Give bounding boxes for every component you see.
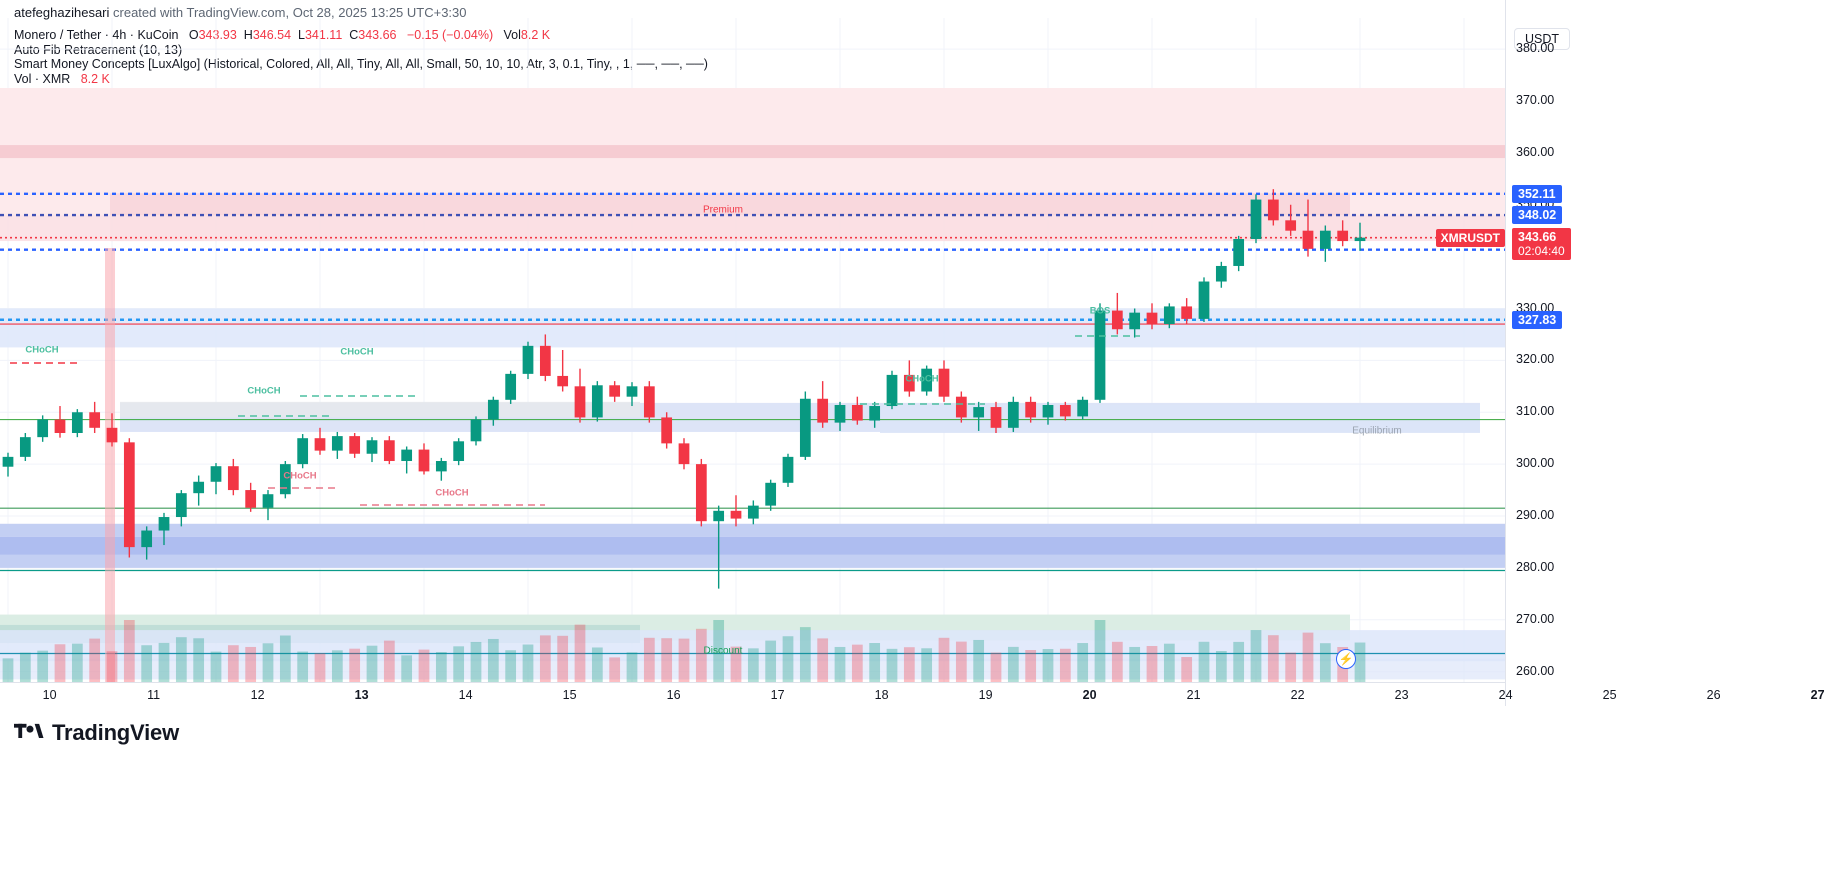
tradingview-logo[interactable]: TradingView (14, 720, 179, 746)
credit-username: atefeghazihesari (14, 5, 110, 20)
time-tick-22: 22 (1290, 688, 1305, 702)
time-tick-13: 13 (354, 688, 369, 702)
chart-legend: Monero / Tether · 4h · KuCoin O343.93 H3… (14, 28, 708, 86)
price-tick-370.00: 370.00 (1516, 93, 1555, 107)
tradingview-mark-icon (14, 723, 44, 738)
time-tick-20: 20 (1082, 688, 1097, 702)
time-tick-16: 16 (666, 688, 681, 702)
time-tick-24: 24 (1498, 688, 1513, 702)
candlestick-series (2, 189, 1366, 589)
tradingview-wordmark: TradingView (52, 720, 179, 745)
legend-volume-value: 8.2 K (80, 71, 110, 86)
legend-close: 343.66 (358, 28, 397, 42)
time-tick-18: 18 (874, 688, 889, 702)
time-tick-26: 26 (1706, 688, 1721, 702)
time-axis[interactable]: 1011121314151617181920212223242526272829… (0, 682, 1825, 710)
time-tick-11: 11 (147, 688, 161, 702)
time-tick-27: 27 (1810, 688, 1825, 702)
price-tick-310.00: 310.00 (1516, 404, 1555, 419)
time-tick-10: 10 (42, 688, 57, 702)
credit-line: atefeghazihesari created with TradingVie… (14, 5, 467, 20)
time-tick-25: 25 (1602, 688, 1617, 702)
legend-indicator-smc[interactable]: Smart Money Concepts [LuxAlgo] (Historic… (14, 57, 708, 72)
last-price-value: 343.66 (1518, 229, 1557, 244)
smc-zones (0, 88, 1505, 680)
time-tick-15: 15 (562, 688, 577, 702)
legend-volume-row[interactable]: Vol · XMR 8.2 K (14, 72, 708, 87)
chart-plot-area[interactable]: Premium Equilibrium Discount CHoCH CHoCH CHoC… (0, 18, 1505, 682)
time-tick-21: 21 (1186, 688, 1201, 702)
time-tick-23: 23 (1394, 688, 1409, 702)
time-tick-12: 12 (250, 688, 265, 702)
time-tick-17: 17 (770, 688, 785, 702)
last-price-badge[interactable]: 343.66 02:04:40 (1512, 227, 1571, 260)
price-tick-290.00: 290.00 (1516, 508, 1555, 522)
price-badge-348.02[interactable]: 348.02 (1512, 206, 1563, 225)
last-price-symbol-tag: XMRUSDT (1435, 228, 1505, 247)
legend-change: −0.15 (−0.04%) (406, 28, 494, 42)
price-tick-270.00: 270.00 (1516, 611, 1555, 626)
price-tick-280.00: 280.00 (1516, 559, 1555, 574)
price-badge-352.11[interactable]: 352.11 (1512, 184, 1562, 203)
realtime-bolt-icon[interactable]: ⚡ (1336, 648, 1356, 669)
price-axis[interactable]: USDT 380.00 370.00 360.00 350.00 330.00 320.0… (1505, 0, 1835, 706)
price-tick-320.00: 320.00 (1516, 352, 1555, 367)
legend-high: 346.54 (252, 28, 292, 42)
footer: TradingView (0, 710, 1835, 883)
legend-open: 343.93 (198, 28, 237, 42)
price-tick-260.00: 260.00 (1516, 663, 1555, 678)
structure-lines (10, 335, 1140, 506)
volume-series (2, 620, 1366, 682)
bar-countdown: 02:04:40 (1518, 243, 1565, 258)
price-badge-327.83[interactable]: 327.83 (1512, 310, 1563, 329)
legend-volume-label: Vol · XMR (14, 71, 71, 86)
price-tick-360.00: 360.00 (1516, 144, 1555, 159)
time-tick-19: 19 (978, 688, 993, 702)
credit-text: created with TradingView.com, Oct 28, 20… (109, 5, 467, 20)
currency-chip: USDT (1514, 28, 1571, 50)
price-tick-300.00: 300.00 (1516, 456, 1555, 471)
fib-anchor (105, 248, 115, 682)
legend-low: 341.11 (304, 28, 343, 42)
price-tick-380.00: 380.00 (1516, 41, 1555, 56)
chart-canvas (0, 18, 1505, 682)
time-tick-14: 14 (458, 688, 473, 702)
fib-levels (0, 192, 1505, 655)
legend-symbol: Monero / Tether · 4h · KuCoin (14, 28, 179, 42)
